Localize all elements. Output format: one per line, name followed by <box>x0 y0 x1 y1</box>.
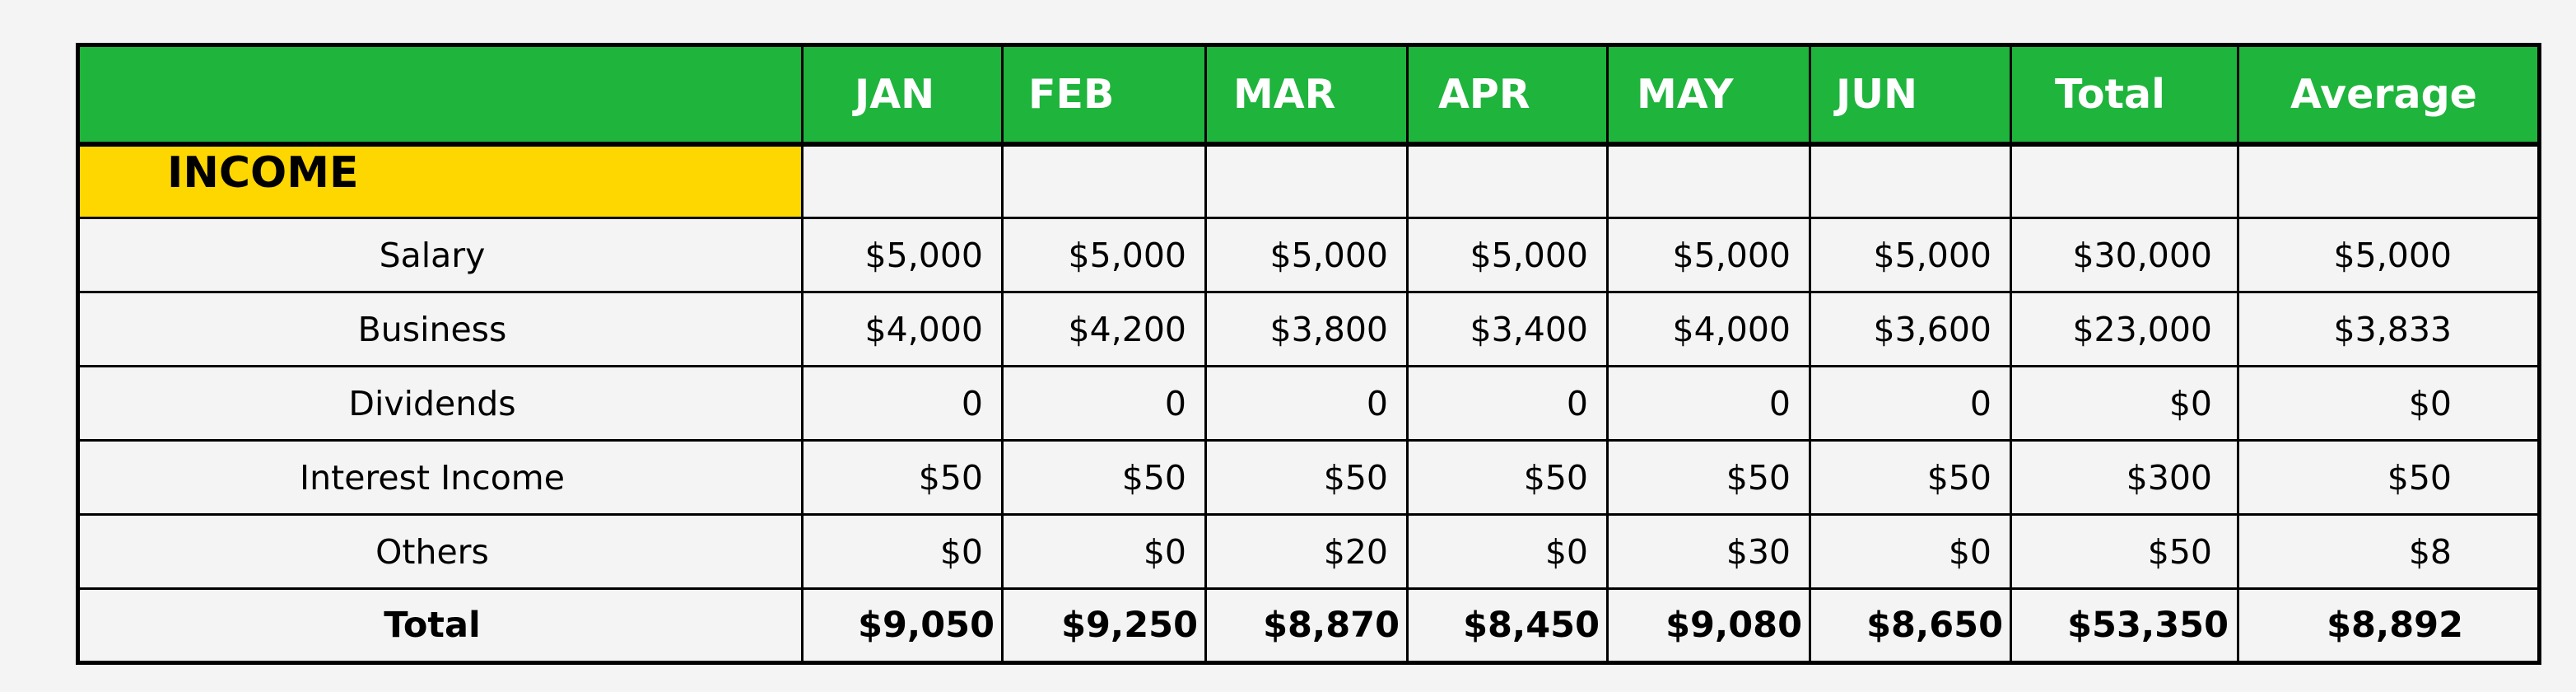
cell-apr[interactable]: $50 <box>1406 439 1609 516</box>
cell-jan[interactable]: $50 <box>801 439 1004 516</box>
cell-mar[interactable]: $5,000 <box>1204 217 1409 293</box>
cell-jun[interactable]: 0 <box>1809 365 2012 442</box>
empty-cell[interactable] <box>2237 143 2541 219</box>
cell-jun[interactable]: $3,600 <box>1809 291 2012 367</box>
row-label[interactable]: Business <box>77 291 804 367</box>
cell-apr[interactable]: $5,000 <box>1406 217 1609 293</box>
table-row: Business $4,000 $4,200 $3,800 $3,400 $4,000 $3… <box>77 291 2541 367</box>
table-row: Dividends 0 0 0 0 0 0 $0 $0 <box>77 365 2541 442</box>
cell-average[interactable]: $8,892 <box>2237 587 2541 664</box>
cell-feb[interactable]: $0 <box>1001 513 1207 590</box>
cell-may[interactable]: 0 <box>1606 365 1811 442</box>
table-row: Salary $5,000 $5,000 $5,000 $5,000 $5,000 $5,0… <box>77 217 2541 293</box>
cell-total[interactable]: $50 <box>2010 513 2239 590</box>
section-row-income: INCOME <box>77 143 2541 219</box>
cell-feb[interactable]: $9,250 <box>1001 587 1207 664</box>
cell-apr[interactable]: $3,400 <box>1406 291 1609 367</box>
cell-may[interactable]: $4,000 <box>1606 291 1811 367</box>
column-header-mar[interactable]: MAR <box>1204 44 1409 147</box>
cell-average[interactable]: $0 <box>2237 365 2541 442</box>
cell-jun[interactable]: $0 <box>1809 513 2012 590</box>
cell-jan[interactable]: $4,000 <box>801 291 1004 367</box>
cell-mar[interactable]: $8,870 <box>1204 587 1409 664</box>
cell-total[interactable]: $53,350 <box>2010 587 2239 664</box>
cell-total[interactable]: $0 <box>2010 365 2239 442</box>
column-header-apr[interactable]: APR <box>1406 44 1609 147</box>
header-row: JAN FEB MAR APR MAY JUN Total Average <box>77 44 2541 147</box>
empty-cell[interactable] <box>1204 143 1409 219</box>
cell-jan[interactable]: 0 <box>801 365 1004 442</box>
table-row: Interest Income $50 $50 $50 $50 $50 $50 $300 $50 <box>77 439 2541 516</box>
section-label-income[interactable]: INCOME <box>77 143 804 219</box>
empty-cell[interactable] <box>1001 143 1207 219</box>
empty-cell[interactable] <box>801 143 1004 219</box>
column-header-total[interactable]: Total <box>2010 44 2239 147</box>
cell-may[interactable]: $50 <box>1606 439 1811 516</box>
cell-jan[interactable]: $9,050 <box>801 587 1004 664</box>
income-table: JAN FEB MAR APR MAY JUN Total Average IN… <box>76 43 2541 665</box>
total-row: Total $9,050 $9,250 $8,870 $8,450 $9,080 $8,65… <box>77 587 2541 664</box>
column-header-feb[interactable]: FEB <box>1001 44 1207 147</box>
empty-cell[interactable] <box>2010 143 2239 219</box>
column-header-jan[interactable]: JAN <box>801 44 1004 147</box>
cell-average[interactable]: $3,833 <box>2237 291 2541 367</box>
row-label[interactable]: Total <box>77 587 804 664</box>
row-label[interactable]: Interest Income <box>77 439 804 516</box>
header-corner-cell[interactable] <box>77 44 804 147</box>
cell-jan[interactable]: $5,000 <box>801 217 1004 293</box>
column-header-jun[interactable]: JUN <box>1809 44 2012 147</box>
column-header-average[interactable]: Average <box>2237 44 2541 147</box>
row-label[interactable]: Others <box>77 513 804 590</box>
cell-feb[interactable]: 0 <box>1001 365 1207 442</box>
cell-mar[interactable]: $3,800 <box>1204 291 1409 367</box>
cell-apr[interactable]: $0 <box>1406 513 1609 590</box>
table-row: Others $0 $0 $20 $0 $30 $0 $50 $8 <box>77 513 2541 590</box>
cell-total[interactable]: $30,000 <box>2010 217 2239 293</box>
cell-mar[interactable]: $50 <box>1204 439 1409 516</box>
cell-jun[interactable]: $5,000 <box>1809 217 2012 293</box>
cell-may[interactable]: $5,000 <box>1606 217 1811 293</box>
row-label[interactable]: Salary <box>77 217 804 293</box>
empty-cell[interactable] <box>1606 143 1811 219</box>
cell-feb[interactable]: $4,200 <box>1001 291 1207 367</box>
cell-total[interactable]: $23,000 <box>2010 291 2239 367</box>
empty-cell[interactable] <box>1809 143 2012 219</box>
cell-may[interactable]: $9,080 <box>1606 587 1811 664</box>
cell-feb[interactable]: $5,000 <box>1001 217 1207 293</box>
cell-average[interactable]: $50 <box>2237 439 2541 516</box>
cell-jun[interactable]: $50 <box>1809 439 2012 516</box>
table-body: INCOME Salary $5,000 $5,000 $5,000 $5,000 $5,… <box>77 143 2541 664</box>
cell-feb[interactable]: $50 <box>1001 439 1207 516</box>
cell-average[interactable]: $5,000 <box>2237 217 2541 293</box>
cell-mar[interactable]: $20 <box>1204 513 1409 590</box>
cell-apr[interactable]: $8,450 <box>1406 587 1609 664</box>
column-header-may[interactable]: MAY <box>1606 44 1811 147</box>
cell-total[interactable]: $300 <box>2010 439 2239 516</box>
cell-average[interactable]: $8 <box>2237 513 2541 590</box>
cell-jun[interactable]: $8,650 <box>1809 587 2012 664</box>
cell-jan[interactable]: $0 <box>801 513 1004 590</box>
cell-may[interactable]: $30 <box>1606 513 1811 590</box>
empty-cell[interactable] <box>1406 143 1609 219</box>
cell-apr[interactable]: 0 <box>1406 365 1609 442</box>
cell-mar[interactable]: 0 <box>1204 365 1409 442</box>
row-label[interactable]: Dividends <box>77 365 804 442</box>
